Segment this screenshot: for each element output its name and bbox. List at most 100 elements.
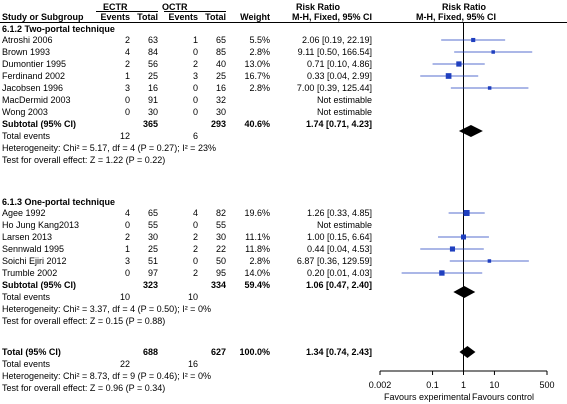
study-name: Agee 1992 <box>2 208 46 218</box>
study-total1: 56 <box>147 59 158 69</box>
subtotal-n1: 365 <box>142 119 158 129</box>
study-total1: 25 <box>147 244 158 254</box>
total-events-label: Total events <box>2 292 51 302</box>
study-weight: 11.8% <box>245 244 270 254</box>
study-weight: 2.8% <box>249 256 270 266</box>
subgroup-title: 6.1.2 Two-portal technique <box>2 24 115 34</box>
study-marker <box>449 246 456 252</box>
subtotal-n1: 323 <box>142 280 158 290</box>
study-name: Soichi Ejiri 2012 <box>2 256 67 266</box>
total-events-label: Total events <box>2 359 51 369</box>
col-weight: Weight <box>240 12 270 22</box>
col-study: Study or Subgroup <box>2 12 84 22</box>
plot-title: Risk Ratio <box>442 2 487 12</box>
total-events1: 22 <box>119 359 130 369</box>
subtotal-ci: 1.74 [0.71, 4.23] <box>305 119 372 129</box>
summary-diamond <box>459 346 476 358</box>
study-ci: Not estimable <box>316 220 372 230</box>
study-name: MacDermid 2003 <box>2 95 71 105</box>
study-ci: 0.20 [0.01, 4.03] <box>306 268 372 278</box>
study-total2: 25 <box>215 71 226 81</box>
subgroup-title: 6.1.3 One-portal technique <box>2 197 116 207</box>
study-events2: 2 <box>192 268 198 278</box>
study-events1: 0 <box>124 95 130 105</box>
study-weight: 19.6% <box>244 208 270 218</box>
ectr-underline <box>96 11 158 12</box>
summary-diamond <box>453 286 476 298</box>
col-total1: Total <box>137 12 158 22</box>
study-weight: 5.5% <box>249 35 270 45</box>
study-events2: 1 <box>192 35 198 45</box>
total-events2: 10 <box>187 292 198 302</box>
heterogeneity: Heterogeneity: Chi² = 5.17, df = 4 (P = … <box>2 143 216 153</box>
study-total1: 30 <box>147 107 158 117</box>
total-events2: 6 <box>192 131 198 141</box>
x-tick-label: 0.002 <box>368 380 392 390</box>
study-events2: 0 <box>192 107 198 117</box>
octr-underline <box>164 11 226 12</box>
total-n2: 627 <box>210 347 226 357</box>
overall-effect: Test for overall effect: Z = 1.22 (P = 0… <box>2 155 166 165</box>
total-events2: 16 <box>187 359 198 369</box>
study-total1: 63 <box>147 35 158 45</box>
study-marker <box>491 50 495 54</box>
study-ci: 9.11 [0.50, 166.54] <box>297 47 372 57</box>
study-marker <box>463 210 470 216</box>
total-weight: 100.0% <box>239 347 270 357</box>
study-total1: 30 <box>147 232 158 242</box>
study-ci: 0.71 [0.10, 4.86] <box>306 59 372 69</box>
subtotal-label: Subtotal (95% CI) <box>2 119 77 129</box>
study-name: Ho Jung Kang2013 <box>2 220 80 230</box>
study-total2: 82 <box>215 208 226 218</box>
col-total2: Total <box>205 12 226 22</box>
study-ci: 0.44 [0.04, 4.53] <box>306 244 372 254</box>
study-events2: 0 <box>192 95 198 105</box>
subtotal-label: Subtotal (95% CI) <box>2 280 77 290</box>
study-events2: 0 <box>192 220 198 230</box>
study-events2: 3 <box>192 71 198 81</box>
study-marker <box>439 270 445 276</box>
total-events1: 12 <box>119 131 130 141</box>
study-ci: 0.33 [0.04, 2.99] <box>306 71 372 81</box>
x-tick-label: 1 <box>460 380 466 390</box>
study-events1: 1 <box>124 244 130 254</box>
study-events1: 0 <box>124 220 130 230</box>
study-name: Ferdinand 2002 <box>2 71 66 81</box>
study-events1: 2 <box>124 35 130 45</box>
subtotal-n2: 334 <box>210 280 226 290</box>
study-total1: 65 <box>147 208 158 218</box>
x-tick-label: 0.1 <box>426 380 439 390</box>
heterogeneity: Heterogeneity: Chi² = 3.37, df = 4 (P = … <box>2 304 211 314</box>
study-weight: 2.8% <box>249 47 270 57</box>
study-name: Atroshi 2006 <box>2 35 53 45</box>
total-overall-effect: Test for overall effect: Z = 0.96 (P = 0… <box>2 383 166 393</box>
study-events1: 3 <box>124 83 130 93</box>
study-ci: Not estimable <box>316 95 372 105</box>
study-total2: 55 <box>215 220 226 230</box>
study-marker <box>487 86 492 90</box>
total-n1: 688 <box>142 347 158 357</box>
study-events2: 0 <box>192 47 198 57</box>
study-total2: 50 <box>215 256 226 266</box>
study-total2: 65 <box>215 35 226 45</box>
study-weight: 13.0% <box>244 59 270 69</box>
study-total2: 85 <box>215 47 226 57</box>
study-total2: 30 <box>215 232 226 242</box>
study-marker <box>445 73 452 79</box>
subtotal-ci: 1.06 [0.47, 2.40] <box>305 280 372 290</box>
study-total2: 16 <box>215 83 226 93</box>
study-total1: 51 <box>147 256 158 266</box>
study-weight: 14.0% <box>244 268 270 278</box>
study-name: Wong 2003 <box>2 107 48 117</box>
study-marker <box>461 234 466 240</box>
study-total1: 91 <box>147 95 158 105</box>
study-name: Trumble 2002 <box>2 268 58 278</box>
col-events2: Events <box>168 12 198 22</box>
study-marker <box>456 61 462 67</box>
study-total2: 40 <box>215 59 226 69</box>
subtotal-weight: 40.6% <box>244 119 270 129</box>
study-events1: 0 <box>124 268 130 278</box>
x-tick-label: 500 <box>539 380 555 390</box>
x-tick-label: 10 <box>489 380 500 390</box>
